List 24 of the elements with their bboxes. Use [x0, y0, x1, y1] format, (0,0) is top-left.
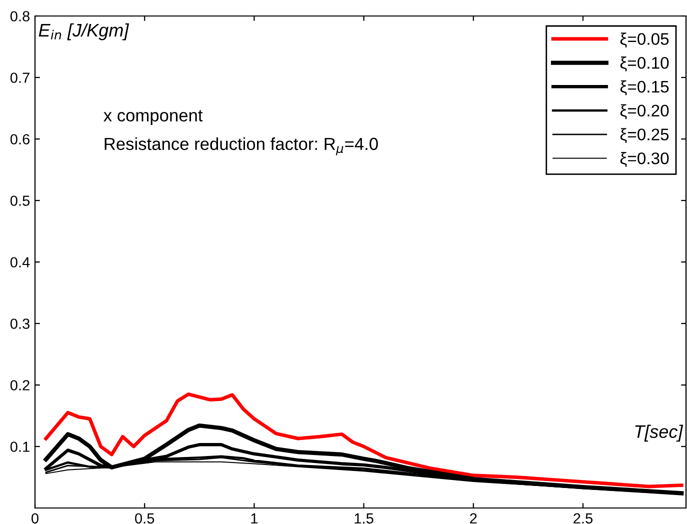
y-tick-label: 0.4 [10, 257, 30, 268]
x-tick-label: 0 [32, 513, 38, 524]
annotation: x component [104, 110, 203, 125]
legend-label: ξ=0.15 [620, 80, 669, 96]
x-tick-label: 2.5 [574, 513, 593, 524]
y-tick-label: 0.6 [10, 134, 30, 144]
x-axis-title: T[sec] [635, 424, 684, 442]
y-tick-label: 0.7 [10, 72, 30, 83]
y-tick-label: 0.1 [10, 442, 30, 452]
legend-label: ξ=0.30 [620, 152, 669, 167]
annotation: Resistance reduction factor: R$_{μ}$=4.0 [104, 137, 378, 156]
x-tick-label: 0.5 [135, 513, 154, 524]
legend-label: ξ=0.20 [620, 104, 669, 120]
legend-label: ξ=0.25 [620, 128, 669, 144]
legend-label: ξ=0.10 [620, 56, 669, 72]
x-tick-label: 1.5 [354, 513, 374, 524]
y-tick-label: 0.3 [10, 318, 30, 329]
legend-label: ξ=0.05 [620, 32, 669, 48]
x-tick-label: 1 [251, 513, 258, 524]
x-tick-label: 2 [470, 513, 477, 524]
y-tick-label: 0.8 [10, 11, 30, 22]
y-tick-label: 0.5 [10, 196, 30, 206]
y-axis-title: E$_{in}$ [J/Kgm] [38, 23, 130, 40]
y-tick-label: 0.2 [10, 380, 30, 390]
